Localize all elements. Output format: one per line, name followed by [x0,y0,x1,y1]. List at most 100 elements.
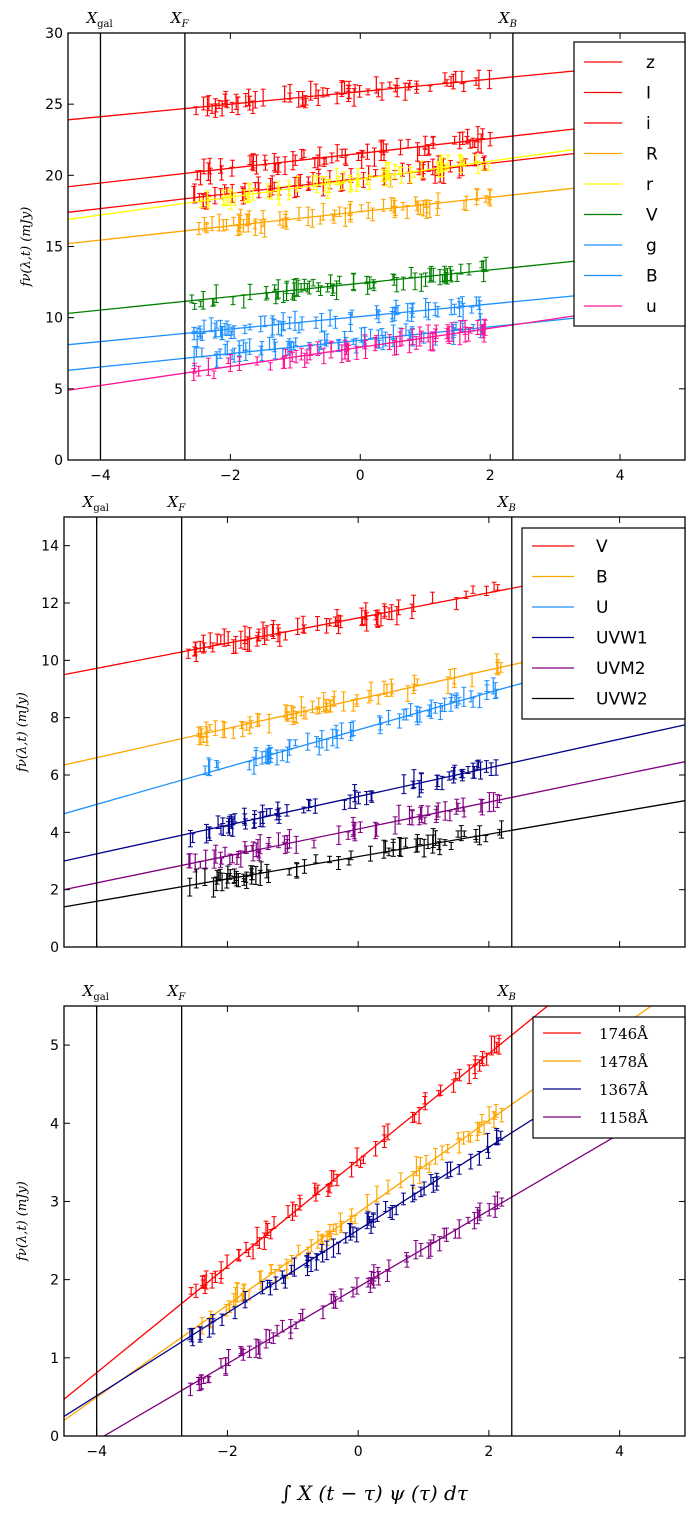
y-tick-label: 1 [50,1351,59,1367]
vline-label: XF [167,493,187,514]
legend-label-1746Å: 1746Å [599,1025,648,1043]
legend-label-r: r [646,175,653,195]
legend-label-I: I [646,84,651,104]
y-tick-label: 2 [50,883,59,899]
series-1367Å [64,1022,685,1418]
series-r [68,133,685,221]
y-tick-label: 14 [41,539,59,555]
vline-label: XB [497,982,516,1003]
fit-line-1158Å [102,1094,685,1436]
y-tick-label: 5 [50,1038,59,1054]
vline-label: XB [498,9,517,30]
vline-label-sub: gal [93,503,109,514]
vline-label: Xgal [82,982,109,1003]
legend-label-1158Å: 1158Å [599,1109,648,1127]
x-axis-label: ∫ X (t − τ) ψ (τ) dτ [281,1481,469,1505]
legend-label-B: B [596,568,608,588]
fit-line-1746Å [64,1006,549,1400]
legend-label-UVW2: UVW2 [596,690,648,710]
y-tick-label: 6 [50,768,59,784]
y-tick-label: 12 [41,596,59,612]
plot-area [64,1006,685,1436]
legend-label-i: i [646,114,651,134]
vline-label: XF [167,982,187,1003]
fit-line-UVW2 [64,800,685,908]
vline-label: Xgal [85,9,112,30]
legend-label-U: U [596,598,608,618]
legend-label-UVM2: UVM2 [596,659,646,679]
y-tick-label: 0 [50,940,59,956]
legend-label-u: u [646,297,657,317]
panel-1: Xgal XF XB −4 −2 0 2 4 0 5 10 15 20 25 30 fν(λ,t) (mJy)… [19,9,686,484]
legend: VBU UVW1 UVM2 UVW2 [521,527,686,720]
vline-label-sub: F [177,992,186,1003]
vline-label-sub: B [509,19,517,30]
plot-area [64,554,685,908]
x-tick-label: 0 [354,1444,363,1460]
vline-label: XF [170,9,190,30]
x-tick-label: 4 [615,1444,624,1460]
vline-label-sub: gal [93,992,109,1003]
y-axis-label: fν(λ,t) (mJy) [15,1181,30,1262]
y-tick-label: 0 [54,453,63,469]
y-tick-label: 15 [45,240,63,256]
vline-label-sub: B [507,992,515,1003]
plot-area [68,59,685,391]
axes-frame [63,1005,686,1437]
legend-box [521,527,686,720]
y-tick-label: 10 [41,653,59,669]
legend-label-V: V [596,537,608,557]
y-tick-label: 3 [50,1194,59,1210]
legend-label-1367Å: 1367Å [599,1081,648,1099]
series-UVW1 [64,724,685,862]
vline-label: Xgal [82,493,109,514]
y-tick-label: 5 [54,382,63,398]
vline-label-sub: F [177,503,186,514]
x-tick-label: 2 [486,468,495,484]
legend-label-1478Å: 1478Å [599,1053,648,1071]
y-tick-label: 4 [50,1116,59,1132]
y-axis-label: fν(λ,t) (mJy) [19,207,34,288]
series-1746Å [64,1006,549,1400]
fit-line-UVM2 [64,761,685,891]
legend-label-R: R [646,145,658,165]
legend-label-UVW1: UVW1 [596,629,648,649]
legend-label-z: z [646,53,655,73]
x-tick-label: 2 [484,1444,493,1460]
x-tick-label: −4 [90,468,111,484]
series-UVM2 [64,761,685,891]
y-tick-label: 4 [50,825,59,841]
vline-label-sub: gal [97,19,113,30]
fit-line-UVW1 [64,724,685,862]
y-axis-label: fν(λ,t) (mJy) [15,692,30,773]
vline-label-sub: B [507,503,515,514]
x-tick-label: 4 [616,468,625,484]
legend-box [532,1016,686,1139]
vline-label-sub: F [181,19,190,30]
y-tick-label: 8 [50,711,59,727]
legend-label-V: V [646,206,658,226]
x-tick-label: 0 [356,468,365,484]
series-z [68,59,685,121]
series-B [64,625,685,766]
series-V [68,249,685,315]
y-tick-label: 20 [45,168,63,184]
x-tick-label: −4 [86,1444,107,1460]
y-tick-label: 0 [50,1429,59,1445]
axes-frame [63,516,686,948]
legend: 1746Å 1478Å 1367Å 1158Å [532,1016,686,1139]
vline-label: XB [497,493,516,514]
legend-label-B: B [646,267,658,287]
legend-label-g: g [646,236,657,256]
y-tick-label: 2 [50,1273,59,1289]
x-tick-label: −2 [220,468,241,484]
y-tick-label: 10 [45,311,63,327]
y-tick-label: 25 [45,97,63,113]
series-g [68,284,685,348]
series-UVW2 [64,800,685,908]
x-tick-label: −2 [217,1444,238,1460]
